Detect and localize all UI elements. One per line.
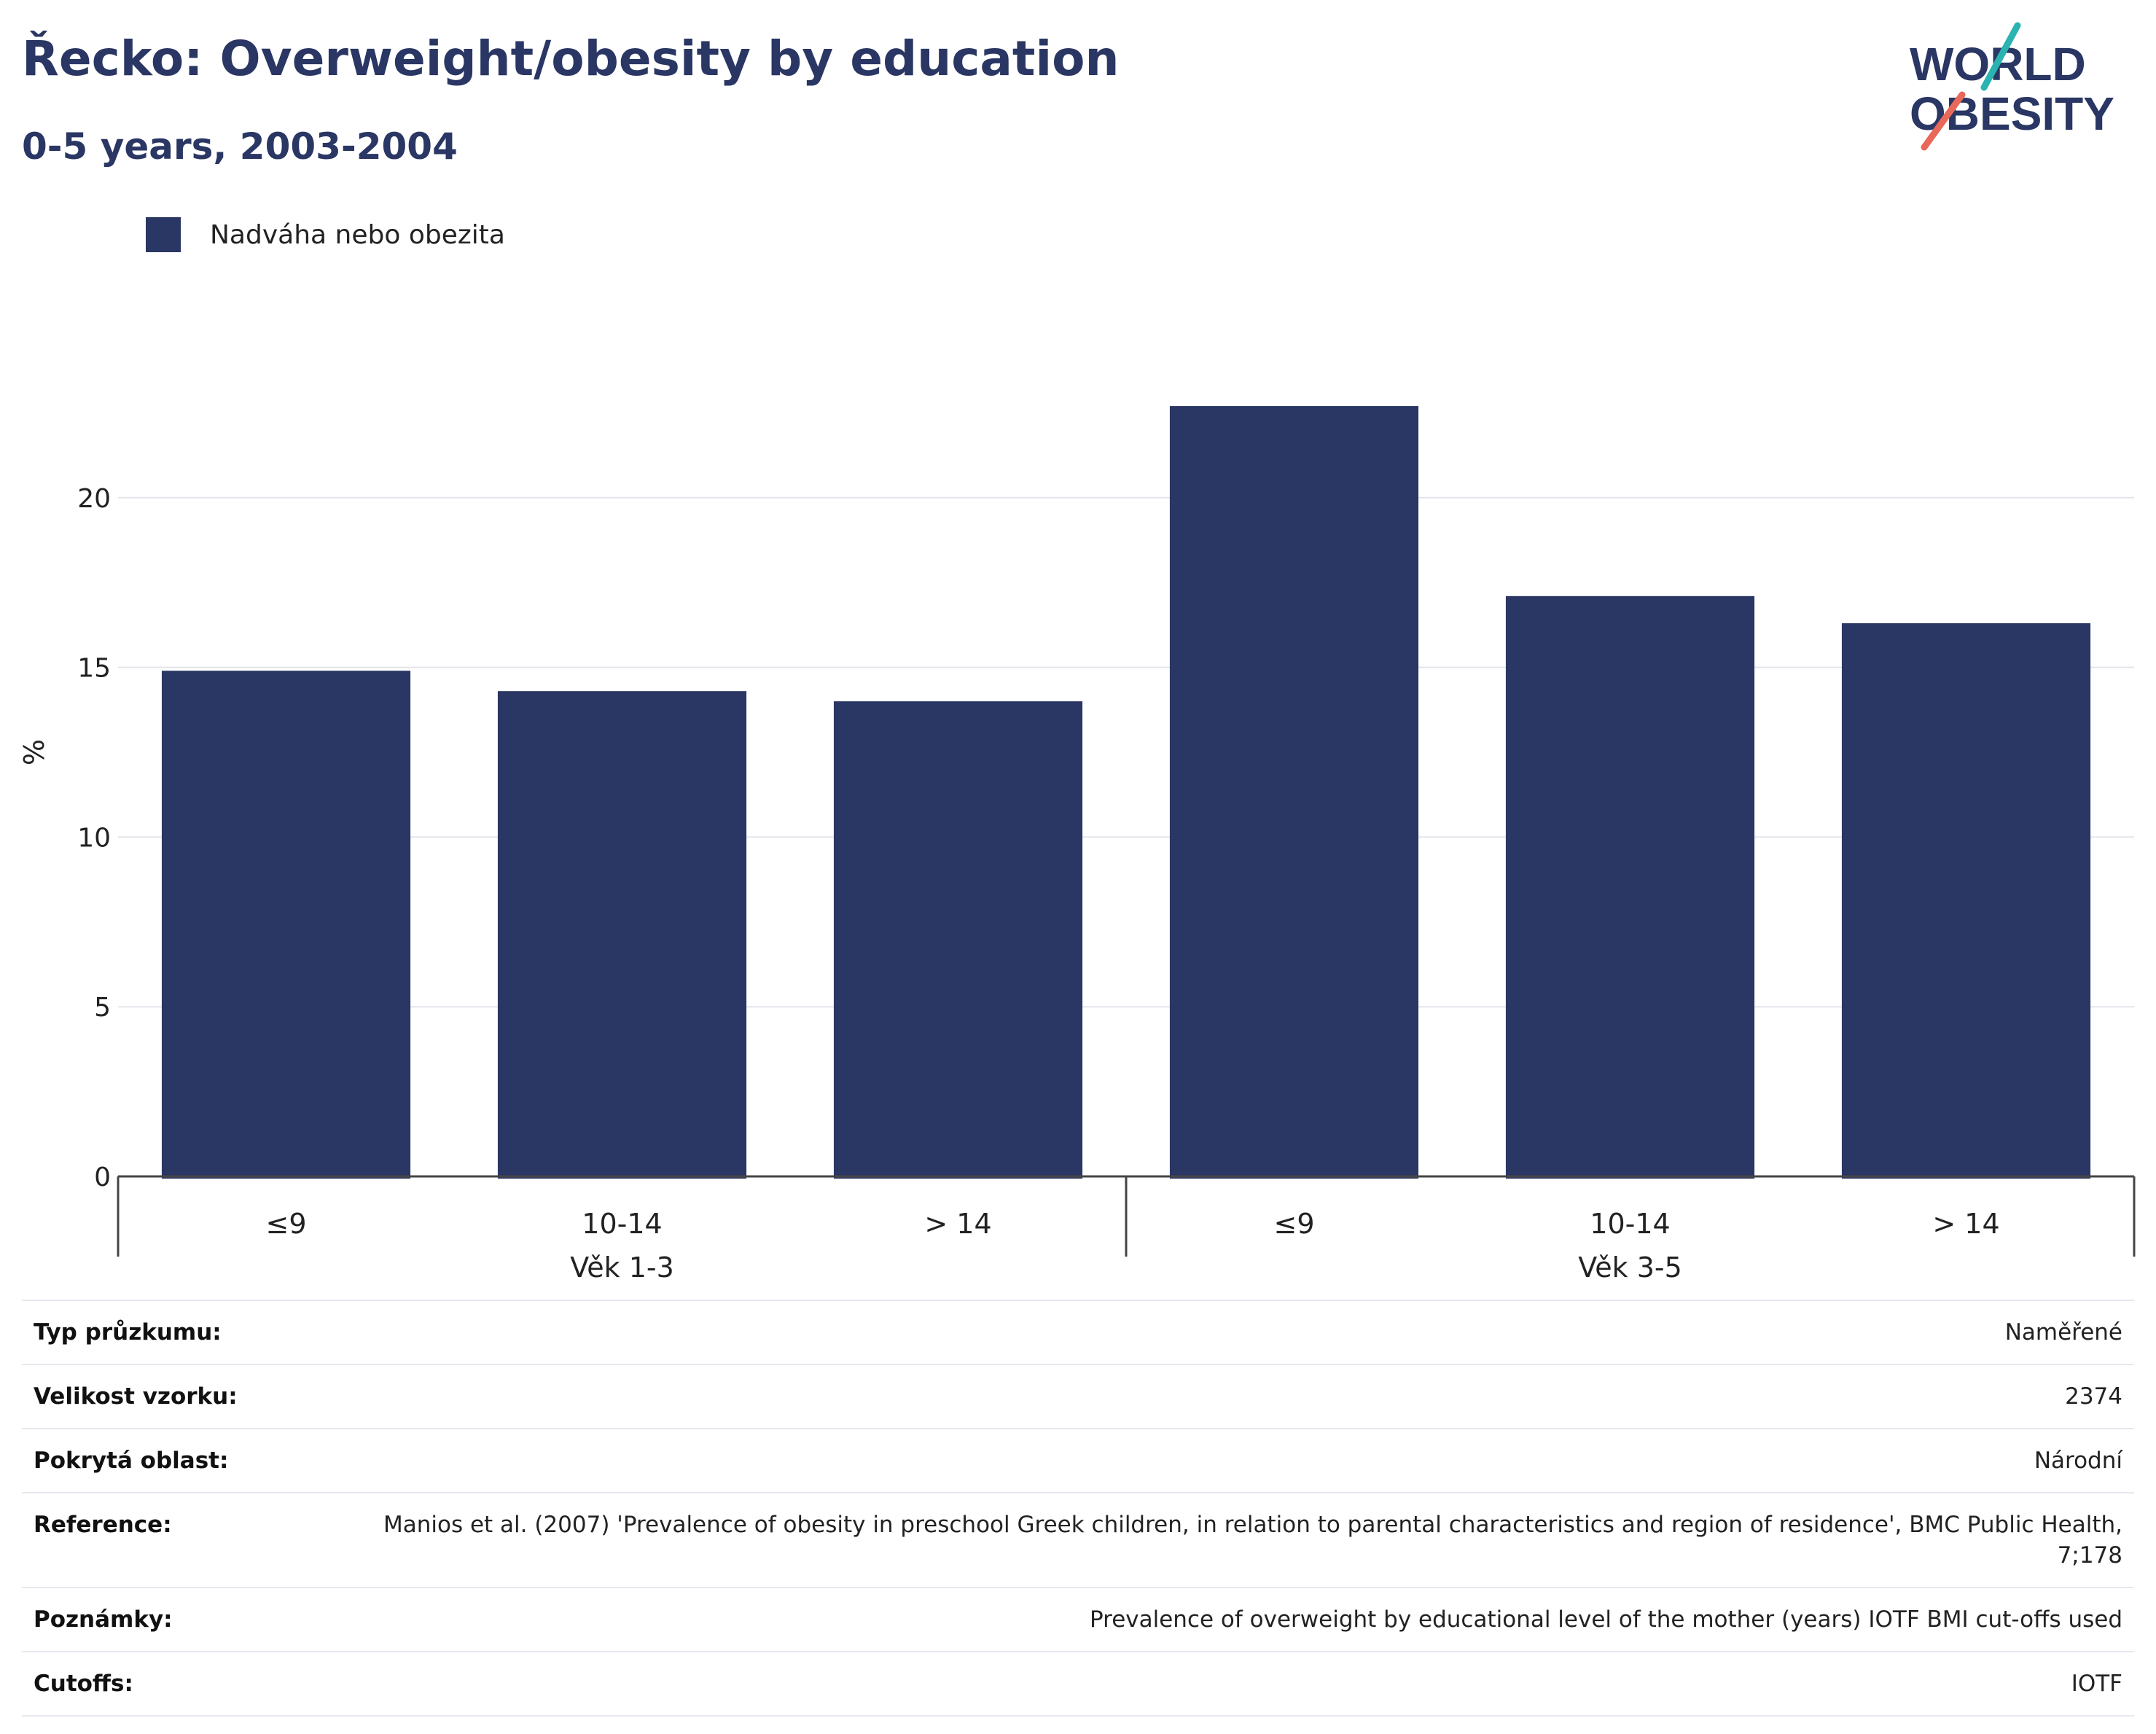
metadata-row: Cutoffs: IOTF [22,1651,2134,1717]
y-axis-label: % [18,739,50,765]
x-tick-label: 10-14 [1590,1208,1670,1240]
logo-coral-stroke [1921,91,1966,151]
metadata-row: Poznámky: Prevalence of overweight by edu… [22,1587,2134,1651]
metadata-key: Typ průzkumu: [34,1319,222,1346]
metadata-key: Pokrytá oblast: [34,1448,229,1474]
bar [497,691,747,1179]
metadata-value: Manios et al. (2007) 'Prevalence of obes… [383,1512,2122,1569]
metadata-row: Reference: Manios et al. (2007) 'Prevalen… [22,1492,2134,1587]
bar-chart: 0 5 10 15 20% ≤9 10-14 > 14 ≤9 10-14 > 14 Věk 1-3 Vě… [18,406,2136,1283]
logo-teal-stroke [1980,22,2021,91]
legend-swatch [146,217,181,252]
metadata-row: Pokrytá oblast: Národní [22,1428,2134,1492]
y-tick-label: 10 [77,823,111,853]
x-tick-label: > 14 [1932,1208,1999,1240]
bar [833,701,1083,1179]
metadata-key: Cutoffs: [34,1671,133,1697]
metadata-row: Velikost vzorku: 2374 [22,1364,2134,1428]
logo-line2: OBESITY [1910,87,2114,140]
x-tick-label: 10-14 [582,1208,662,1240]
metadata-value: IOTF [2071,1671,2122,1697]
x-tick-label: ≤9 [265,1208,306,1240]
metadata-key: Poznámky: [34,1606,173,1633]
y-tick-label: 15 [77,654,111,684]
bar [1505,595,1755,1179]
metadata-row: Typ průzkumu: Naměřené [22,1300,2134,1364]
world-obesity-logo: WORLD OBESITY [1910,22,2114,151]
bar [1169,406,1419,1179]
x-tick-label: > 14 [924,1208,991,1240]
metadata-value: 2374 [2065,1383,2122,1410]
metadata-value: Prevalence of overweight by educational … [1089,1606,2122,1633]
legend-label: Nadváha nebo obezita [210,219,505,250]
bar [161,671,411,1179]
y-tick-label: 20 [77,484,111,514]
chart-title: Řecko: Overweight/obesity by education [22,31,1120,87]
legend: Nadváha nebo obezita [146,217,505,252]
metadata-table: Typ průzkumu: Naměřené Velikost vzorku: 237… [22,1300,2134,1717]
chart-subtitle: 0-5 years, 2003-2004 [22,125,458,168]
x-tick-label: ≤9 [1273,1208,1314,1240]
group-label: Věk 3-5 [1578,1251,1682,1283]
metadata-key: Reference: [34,1512,172,1538]
bar [1841,623,2091,1179]
metadata-value: Naměřené [2004,1319,2122,1346]
y-tick-label: 5 [94,993,111,1023]
metadata-value: Národní [2034,1448,2122,1474]
metadata-key: Velikost vzorku: [34,1383,238,1410]
y-tick-label: 0 [94,1163,111,1192]
group-label: Věk 1-3 [570,1251,674,1283]
